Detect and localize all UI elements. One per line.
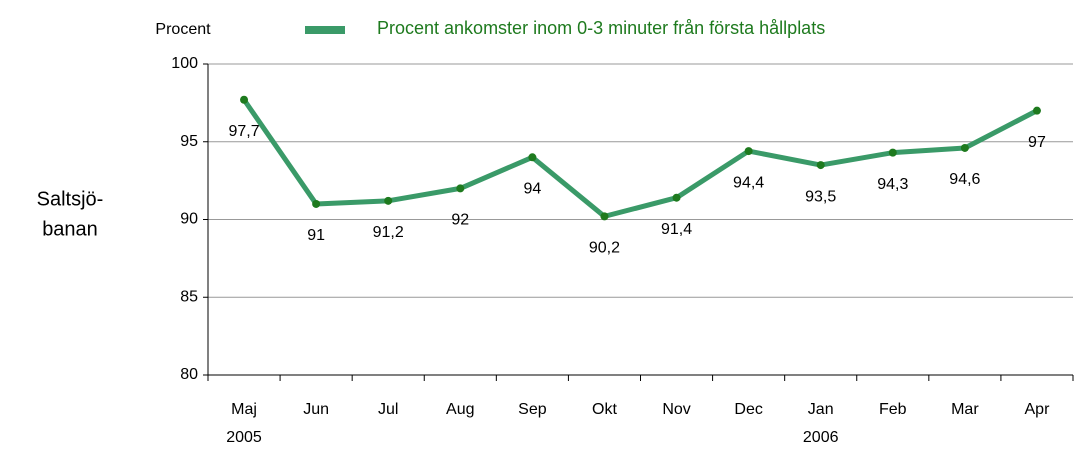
x-tick-label: Aug bbox=[446, 401, 474, 418]
data-label: 97,7 bbox=[228, 123, 259, 140]
x-tick-label: Maj bbox=[231, 401, 257, 418]
data-label: 97 bbox=[1028, 134, 1046, 151]
year-label: 2005 bbox=[226, 429, 262, 446]
x-tick-label: Jul bbox=[378, 401, 398, 418]
data-label: 92 bbox=[451, 212, 469, 229]
data-point bbox=[888, 148, 897, 157]
data-point bbox=[960, 143, 969, 152]
data-point bbox=[816, 161, 825, 170]
data-point bbox=[600, 212, 609, 221]
x-tick-label: Dec bbox=[734, 401, 762, 418]
data-label: 91,4 bbox=[661, 221, 692, 238]
data-point bbox=[1032, 106, 1041, 115]
data-point bbox=[528, 153, 537, 162]
data-line bbox=[241, 98, 1039, 219]
data-label: 94 bbox=[523, 181, 541, 198]
x-tick-label: Jan bbox=[808, 401, 834, 418]
row-label: banan bbox=[42, 218, 98, 240]
x-tick-label: Okt bbox=[592, 401, 617, 418]
data-point bbox=[744, 147, 753, 156]
x-tick-label: Nov bbox=[662, 401, 690, 418]
x-tick-label: Mar bbox=[951, 401, 979, 418]
year-label: 2006 bbox=[803, 429, 839, 446]
legend-swatch bbox=[305, 26, 345, 34]
row-label: Saltsjö- bbox=[37, 188, 104, 210]
y-tick-label: 90 bbox=[180, 211, 198, 228]
y-tick-label: 100 bbox=[171, 55, 198, 72]
data-point bbox=[672, 193, 681, 202]
data-point bbox=[240, 95, 249, 104]
y-axis-label: Procent bbox=[155, 21, 211, 38]
data-point bbox=[456, 184, 465, 193]
y-tick-label: 85 bbox=[180, 288, 198, 305]
x-tick-label: Sep bbox=[518, 401, 547, 418]
x-tick-label: Apr bbox=[1025, 401, 1051, 418]
y-tick-label: 80 bbox=[180, 366, 198, 383]
y-tick-label: 95 bbox=[180, 133, 198, 150]
x-tick-label: Jun bbox=[303, 401, 329, 418]
data-point bbox=[384, 196, 393, 205]
x-tick-label: Feb bbox=[879, 401, 907, 418]
data-point bbox=[312, 199, 321, 208]
data-label: 90,2 bbox=[589, 240, 620, 257]
data-label: 91 bbox=[307, 227, 325, 244]
data-label: 93,5 bbox=[805, 188, 836, 205]
data-label: 94,3 bbox=[877, 176, 908, 193]
data-label: 94,6 bbox=[949, 171, 980, 188]
legend-label: Procent ankomster inom 0-3 minuter från … bbox=[377, 18, 825, 38]
data-label: 94,4 bbox=[733, 174, 764, 191]
data-label: 91,2 bbox=[373, 224, 404, 241]
